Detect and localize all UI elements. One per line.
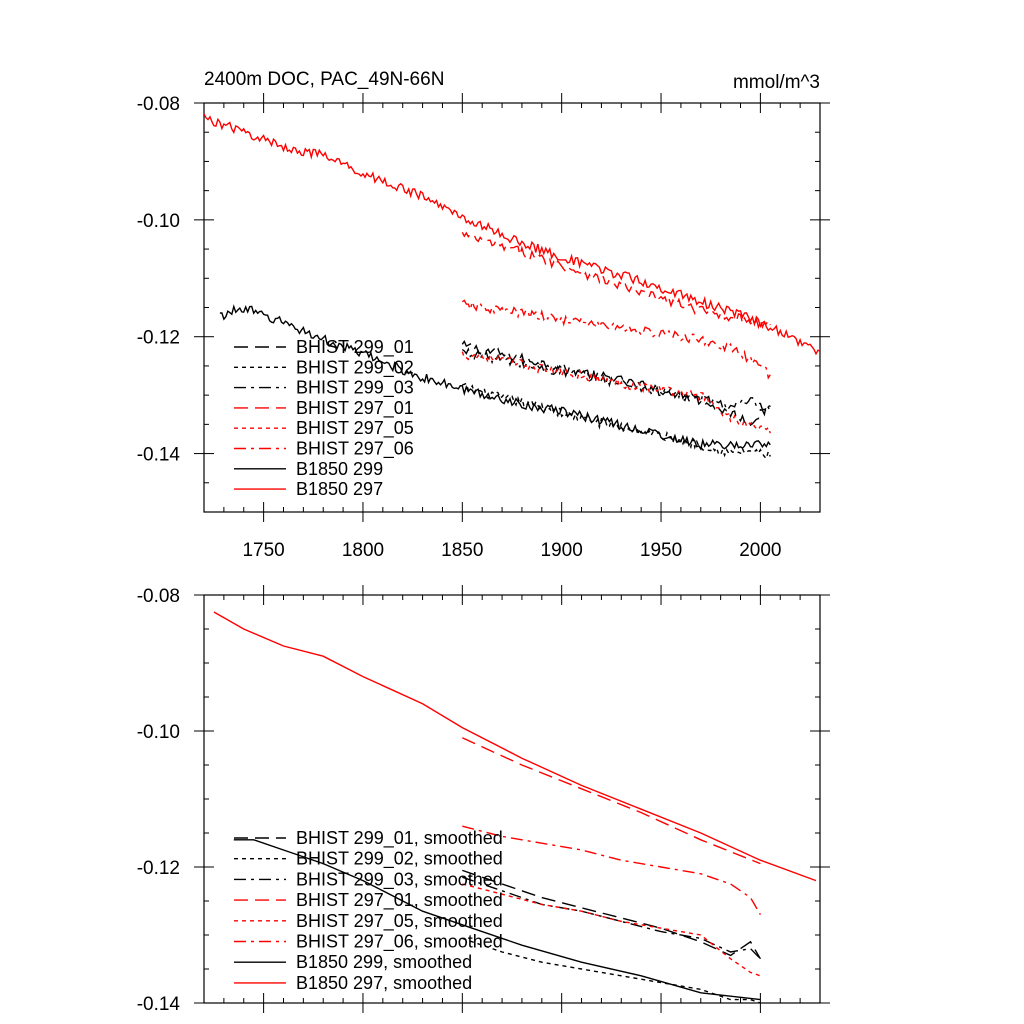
series-line-7 <box>219 304 771 451</box>
legend-label: BHIST 297_01, smoothed <box>296 890 503 911</box>
units-label: mmol/m^3 <box>733 72 820 93</box>
x-tick-label: 1850 <box>441 540 483 561</box>
x-tick-label: 1800 <box>342 540 384 561</box>
legend-label: BHIST 299_02 <box>296 357 414 378</box>
chart-title: 2400m DOC, PAC_49N-66N <box>204 69 444 90</box>
series-line-4 <box>462 737 761 865</box>
y-tick-label: -0.08 <box>137 94 180 115</box>
y-tick-label: -0.12 <box>137 858 180 879</box>
series-line-3 <box>461 347 771 414</box>
y-tick-label: -0.14 <box>137 445 181 466</box>
series-line-7 <box>233 839 761 1001</box>
x-tick-label: 1950 <box>640 540 682 561</box>
y-tick-label: -0.08 <box>137 586 180 607</box>
bottom-panel: -0.08 -0.10 -0.12 -0.14 BHIST 299_01, smooth… <box>137 585 830 1015</box>
series-line-5 <box>462 883 761 977</box>
x-tick-label: 1750 <box>242 540 284 561</box>
legend-label: BHIST 299_02, smoothed <box>296 849 503 870</box>
series-line-4 <box>461 231 771 330</box>
legend-label: BHIST 297_06, smoothed <box>296 932 503 953</box>
series-group <box>213 611 817 1003</box>
legend-label: B1850 299, smoothed <box>296 952 472 972</box>
y-tick-label: -0.10 <box>137 211 180 232</box>
series-line-1 <box>462 869 762 960</box>
y-tick-label: -0.14 <box>137 994 181 1015</box>
legend-label: BHIST 297_01 <box>296 398 414 419</box>
y-tick-label: -0.12 <box>137 328 180 349</box>
legend-label: BHIST 299_03, smoothed <box>296 869 503 890</box>
legend-label: B1850 299 <box>296 459 383 479</box>
legend-label: BHIST 299_01, smoothed <box>296 828 503 849</box>
legend-label: B1850 297, smoothed <box>296 973 472 993</box>
legend-label: BHIST 297_05 <box>296 418 414 439</box>
series-line-6 <box>462 825 762 915</box>
legend-label: BHIST 299_01 <box>296 337 414 358</box>
y-tick-label: -0.10 <box>137 722 180 743</box>
legend-label: BHIST 299_03 <box>296 378 414 399</box>
series-line-8 <box>213 611 817 882</box>
x-tick-label: 2000 <box>739 540 781 561</box>
legend-label: BHIST 297_06 <box>296 439 414 460</box>
series-line-6 <box>461 299 771 380</box>
series-line-3 <box>462 876 761 960</box>
series-line-5 <box>461 351 771 434</box>
top-panel: 1750 1800 1850 1900 1950 2000 -0.08 -0.10 -0.12 -… <box>137 93 830 561</box>
legend-label: BHIST 297_05, smoothed <box>296 911 503 932</box>
legend-label: B1850 297 <box>296 479 383 499</box>
series-line-8 <box>204 113 820 356</box>
x-tick-label: 1900 <box>541 540 583 561</box>
series-group <box>204 113 820 460</box>
